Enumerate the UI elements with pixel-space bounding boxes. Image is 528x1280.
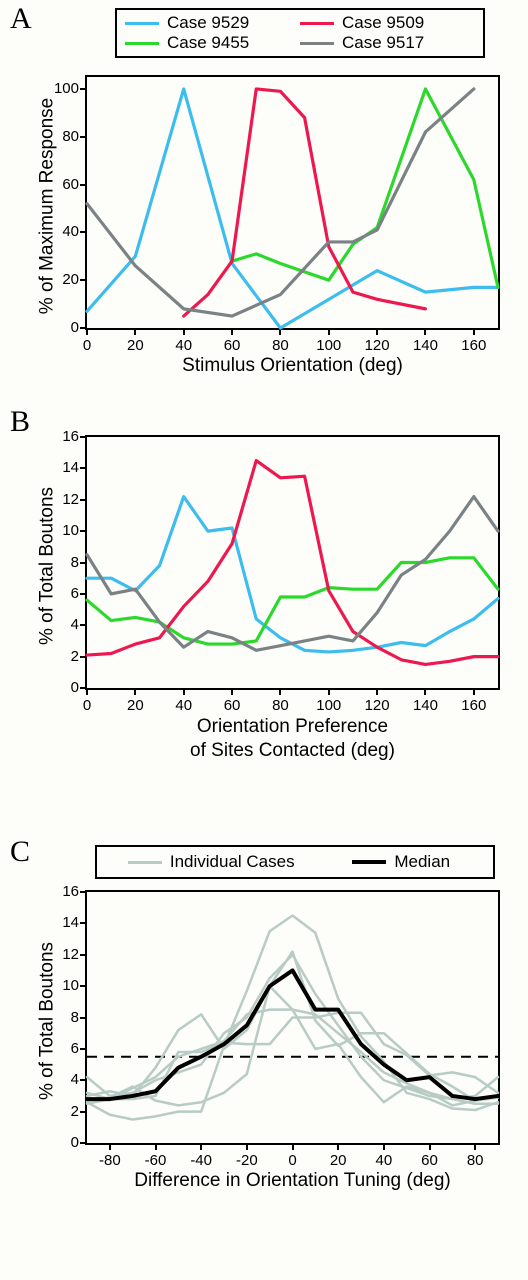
panel-a-label: A [10,2,32,36]
panel-b-xlabel: Orientation Preferenceof Sites Contacted… [85,715,500,763]
panel-c-ylabel: % of Total Boutons [37,894,59,1149]
panel-c-xlabel: Difference in Orientation Tuning (deg) [85,1170,500,1192]
panel-c-legend: Individual CasesMedian [95,845,495,879]
panel-a-plot: 020406080100120140160020406080100 [85,75,500,330]
panel-a-xlabel: Stimulus Orientation (deg) [85,355,500,377]
panel-c: C Individual CasesMedian -80-60-40-20020… [0,820,528,1280]
panel-b-plot: 0204060801001201401600246810121416 [85,435,500,690]
panel-b-ylabel: % of Total Boutons [37,439,59,694]
panel-c-plot: -80-60-40-200204060800246810121416 [85,890,500,1145]
panel-a: A Case 9529Case 9509Case 9455Case 9517 0… [0,0,528,410]
panel-c-label: C [10,835,30,869]
panel-a-legend: Case 9529Case 9509Case 9455Case 9517 [115,8,485,58]
panel-b-label: B [10,405,30,439]
panel-b: B 0204060801001201401600246810121416 % o… [0,410,528,820]
panel-a-ylabel: % of Maximum Response [37,79,59,334]
